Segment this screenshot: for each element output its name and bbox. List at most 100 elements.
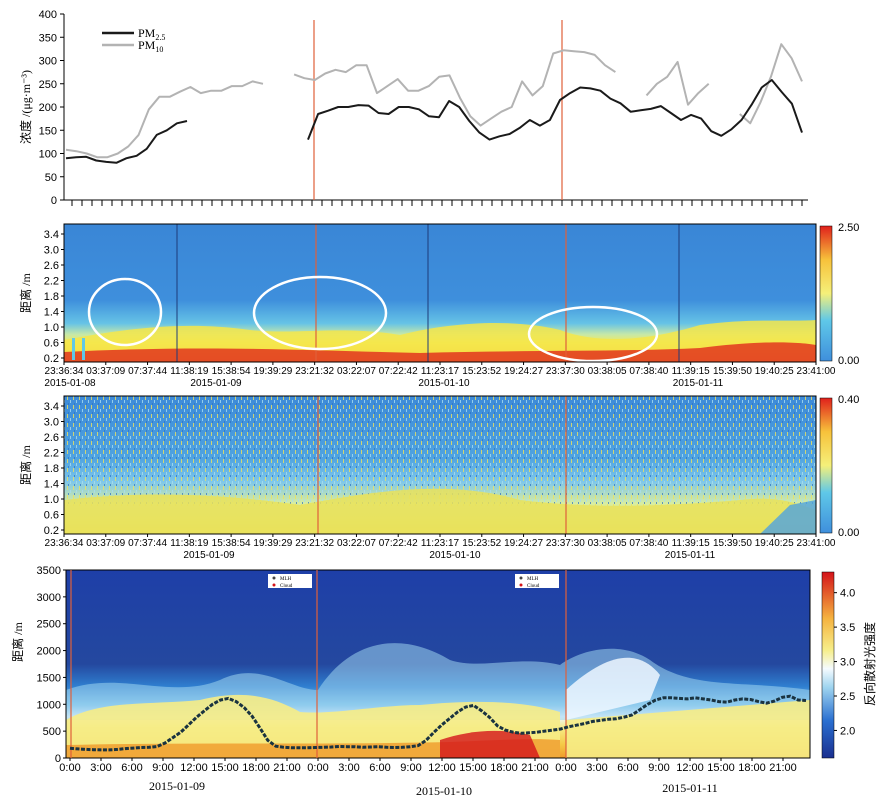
y-tick-label: 2000 xyxy=(37,646,61,658)
x-tick-label: 23:36:34 xyxy=(45,366,84,377)
y-tick-label: 3500 xyxy=(37,565,61,577)
legend-marker-cloud xyxy=(272,583,276,587)
x-tick-label: 15:00 xyxy=(459,762,487,774)
x-tick-label: 21:00 xyxy=(273,762,301,774)
x-tick-label: 21:00 xyxy=(521,762,549,774)
y-tick-label: 0.6 xyxy=(44,510,59,522)
y-tick-label: 1000 xyxy=(37,699,61,711)
x-tick-label: 15:23:52 xyxy=(462,366,501,377)
pm-concentration-chart: 0 50 100 150 200 250 300 350 400 PM2.5 PM10 浓度 /… xyxy=(18,9,808,207)
x-tick-label: 21:00 xyxy=(769,762,797,774)
date-label: 2015-01-09 xyxy=(183,550,235,561)
y-tick-label: 3000 xyxy=(37,592,61,604)
x-tick-label: 19:24:27 xyxy=(504,366,543,377)
y-tick-label: 2.6 xyxy=(44,432,59,444)
colorbar-tick-label: 2.5 xyxy=(840,691,855,703)
x-tick-label: 3:00 xyxy=(586,762,607,774)
y-tick-label: 500 xyxy=(43,726,61,738)
x-tick-label: 6:00 xyxy=(617,762,638,774)
colorbar xyxy=(819,225,833,362)
y-tick-label: 400 xyxy=(39,9,57,21)
legend-label-pm25: PM2.5 xyxy=(138,26,165,42)
x-tick-label: 23:41:00 xyxy=(797,366,836,377)
y-tick-label: 1.4 xyxy=(44,479,59,491)
series-line-pm25 xyxy=(65,79,803,164)
legend-marker-mlh xyxy=(519,576,523,580)
aerosol-layer-yellow xyxy=(64,488,816,534)
y-tick-label: 0 xyxy=(55,753,61,765)
y-tick-label: 50 xyxy=(45,172,57,184)
highlight-ellipse xyxy=(87,277,163,347)
y-tick-label: 0.6 xyxy=(44,338,59,350)
x-tick-label: 03:22:07 xyxy=(337,366,376,377)
x-tick-label: 0:00 xyxy=(307,762,328,774)
legend-label-mlh: MLH xyxy=(280,577,292,582)
x-tick-label: 19:24:27 xyxy=(504,538,543,549)
date-label: 2015-01-11 xyxy=(673,378,724,389)
x-tick-label: 11:38:19 xyxy=(170,538,209,549)
x-tick-label: 3:00 xyxy=(90,762,111,774)
x-tick-label: 15:00 xyxy=(211,762,239,774)
y-tick-label: 2500 xyxy=(37,619,61,631)
heatmap-noise-texture xyxy=(64,396,816,506)
mlh-legend: MLH Cloud xyxy=(515,574,559,589)
y-tick-label: 0.2 xyxy=(44,525,59,537)
x-tick-label: 23:37:30 xyxy=(546,366,585,377)
y-tick-label: 1500 xyxy=(37,672,61,684)
high-backscatter-region xyxy=(440,730,540,758)
y-tick-label: 200 xyxy=(39,102,57,114)
y-tick-label: 3.4 xyxy=(44,229,59,241)
y-tick-label: 0 xyxy=(51,195,57,207)
y-tick-label: 2.2 xyxy=(44,276,59,288)
x-tick-label: 03:22:07 xyxy=(337,538,376,549)
lidar-heatmap-a: 0.20.61.01.41.82.22.63.03.4 23:36:34 03:3… xyxy=(18,222,859,389)
series-line-pm10 xyxy=(65,43,803,159)
x-tick-label: 11:39:15 xyxy=(672,538,711,549)
y-axis-label: 距离 /m xyxy=(18,273,33,313)
y-tick-label: 3.0 xyxy=(44,245,59,257)
x-tick-label: 9:00 xyxy=(152,762,173,774)
date-label: 2015-01-08 xyxy=(44,378,96,389)
legend-label-mlh: MLH xyxy=(527,577,539,582)
y-axis-label: 浓度 /(μg·m⁻³) xyxy=(18,70,33,144)
colorbar-tick-label: 2.0 xyxy=(840,725,855,737)
aerosol-plume xyxy=(566,657,660,720)
x-tick-label: 0:00 xyxy=(555,762,576,774)
date-label: 2015-01-10 xyxy=(416,784,472,798)
y-tick-label: 100 xyxy=(39,149,57,161)
mlh-legend: MLH Cloud xyxy=(268,574,312,589)
y-axis-label: 距离 /m xyxy=(10,622,25,662)
x-tick-label: 11:38:19 xyxy=(170,366,209,377)
y-tick-label: 3.4 xyxy=(44,401,59,413)
y-tick-label: 250 xyxy=(39,79,57,91)
x-tick-label: 12:00 xyxy=(676,762,704,774)
date-label: 2015-01-10 xyxy=(429,550,481,561)
x-tick-label: 07:37:44 xyxy=(128,538,167,549)
y-tick-label: 1.4 xyxy=(44,307,59,319)
data-gap xyxy=(82,338,85,360)
x-tick-label: 19:40:25 xyxy=(755,366,794,377)
y-axis-label: 距离 /m xyxy=(18,445,33,485)
y-tick-label: 2.6 xyxy=(44,260,59,272)
legend-label-pm10: PM10 xyxy=(138,38,163,54)
y-tick-label: 1.0 xyxy=(44,494,59,506)
y-tick-label: 2.2 xyxy=(44,448,59,460)
y-tick-label: 0.2 xyxy=(44,353,59,365)
x-tick-label: 19:39:29 xyxy=(253,366,292,377)
plot-frame xyxy=(65,569,811,759)
x-tick-label: 15:00 xyxy=(707,762,735,774)
highlight-ellipse xyxy=(527,305,659,363)
x-tick-label: 23:21:32 xyxy=(295,366,334,377)
colorbar-max-label: 0.40 xyxy=(838,394,859,406)
x-tick-label: 07:37:44 xyxy=(128,366,167,377)
highlight-ellipse xyxy=(252,275,388,351)
boundary-layer-fill xyxy=(566,700,810,758)
x-tick-label: 03:38:05 xyxy=(588,538,627,549)
x-tick-label: 12:00 xyxy=(180,762,208,774)
colorbar xyxy=(821,571,835,759)
x-tick-label: 23:36:34 xyxy=(45,538,84,549)
y-tick-label: 350 xyxy=(39,32,57,44)
x-tick-label: 3:00 xyxy=(338,762,359,774)
legend: PM2.5 PM10 xyxy=(102,26,165,54)
x-tick-label: 15:23:52 xyxy=(462,538,501,549)
